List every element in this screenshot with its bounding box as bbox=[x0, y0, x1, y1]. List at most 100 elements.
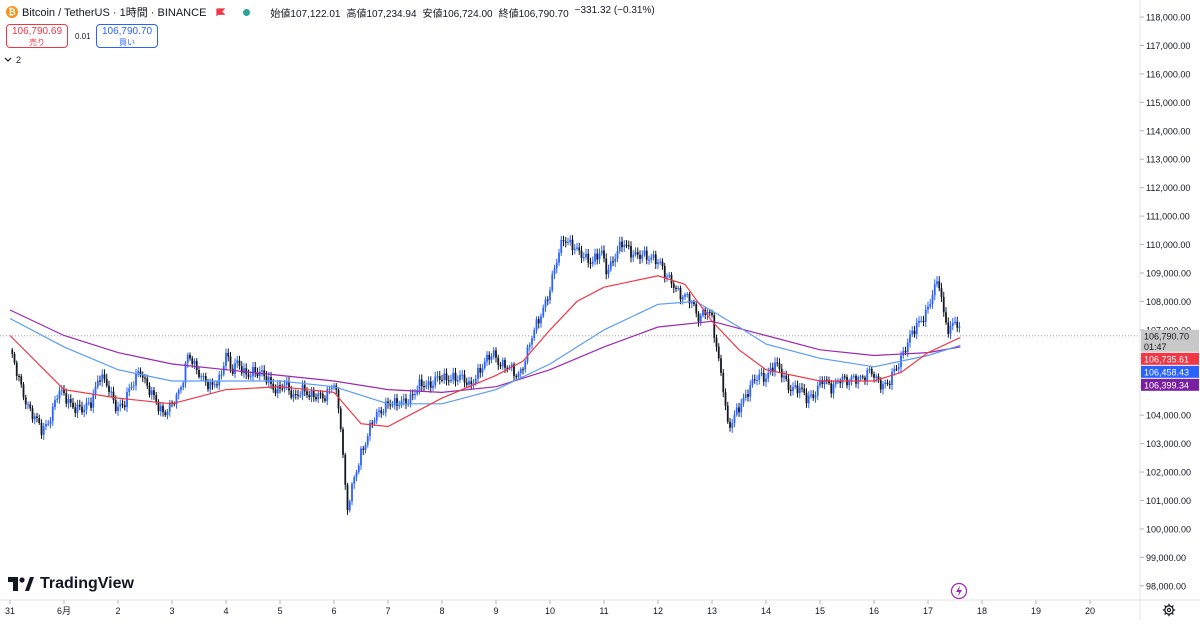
candle-body bbox=[927, 306, 929, 310]
candle-body bbox=[276, 385, 279, 394]
candle-body bbox=[587, 253, 590, 263]
candle-body bbox=[391, 405, 394, 407]
candle-body bbox=[650, 257, 653, 260]
candle-body bbox=[346, 484, 349, 511]
candle-body bbox=[67, 399, 70, 404]
candle-body bbox=[731, 422, 734, 428]
candle-body bbox=[726, 405, 729, 422]
candle-body bbox=[740, 403, 743, 413]
candle-body bbox=[180, 387, 182, 391]
candle-body bbox=[378, 410, 380, 413]
candle-body bbox=[238, 360, 241, 367]
market-open-icon bbox=[243, 8, 251, 16]
candle-body bbox=[402, 398, 405, 401]
candle-body bbox=[906, 342, 909, 353]
candle-body bbox=[933, 284, 936, 296]
ma-fast-line bbox=[9, 275, 961, 428]
candle-body bbox=[398, 405, 401, 407]
candle-body bbox=[648, 259, 650, 261]
candle-body bbox=[236, 360, 239, 364]
candle-body bbox=[227, 352, 230, 357]
candle-body bbox=[940, 288, 943, 297]
y-tick-label: 104,000.00 bbox=[1146, 411, 1191, 421]
candle-body bbox=[148, 385, 151, 395]
candle-body bbox=[567, 241, 569, 243]
candle-body bbox=[810, 394, 812, 396]
candle-body bbox=[474, 378, 477, 384]
candle-body bbox=[324, 398, 326, 401]
candle-body bbox=[879, 380, 882, 390]
indicators-toggle[interactable]: 2 bbox=[4, 55, 21, 65]
candle-body bbox=[159, 406, 162, 412]
candle-body bbox=[189, 354, 191, 359]
candle-body bbox=[560, 239, 563, 253]
candle-body bbox=[870, 368, 873, 375]
candle-body bbox=[510, 364, 513, 368]
y-tick-label: 108,000.00 bbox=[1146, 297, 1191, 307]
symbol-title[interactable]: Bitcoin / TetherUS · 1時間 · BINANCE bbox=[22, 7, 207, 19]
candle-body bbox=[135, 373, 137, 386]
buy-button[interactable]: 106,790.70 買い bbox=[96, 24, 158, 48]
candle-body bbox=[411, 394, 414, 396]
candle-body bbox=[33, 416, 36, 420]
candle-body bbox=[249, 376, 252, 378]
candle-body bbox=[351, 483, 353, 502]
candle-body bbox=[85, 402, 88, 410]
candle-body bbox=[828, 380, 830, 384]
x-tick-label: 7 bbox=[385, 606, 390, 616]
candle-body bbox=[519, 369, 522, 374]
candle-body bbox=[193, 360, 196, 365]
candle-body bbox=[132, 385, 135, 387]
x-tick-label: 18 bbox=[977, 606, 987, 616]
candle-body bbox=[699, 315, 702, 322]
candle-body bbox=[882, 384, 884, 390]
candle-body bbox=[630, 246, 632, 258]
candle-body bbox=[663, 266, 666, 278]
x-tick-label: 17 bbox=[923, 606, 933, 616]
candle-body bbox=[112, 391, 115, 401]
candle-body bbox=[353, 477, 356, 484]
gear-icon[interactable] bbox=[1162, 603, 1176, 617]
candle-body bbox=[166, 411, 169, 416]
candle-body bbox=[841, 376, 844, 384]
lightning-icon[interactable] bbox=[950, 582, 968, 600]
candle-body bbox=[301, 384, 304, 396]
candle-body bbox=[267, 377, 270, 383]
candle-body bbox=[864, 377, 866, 381]
tradingview-logo[interactable]: TradingView bbox=[8, 575, 134, 593]
sell-button[interactable]: 106,790.69 売り bbox=[6, 24, 68, 48]
low-label: 安値 bbox=[422, 8, 443, 20]
candle-body bbox=[200, 376, 203, 378]
candle-body bbox=[355, 472, 358, 478]
candle-body bbox=[711, 312, 713, 316]
y-tick-label: 118,000.00 bbox=[1146, 13, 1190, 23]
candle-body bbox=[729, 421, 731, 428]
candle-body bbox=[427, 381, 430, 386]
candle-body bbox=[454, 372, 457, 382]
ma-mid-value-tag: 106,458.43 bbox=[1144, 367, 1189, 377]
candle-body bbox=[812, 394, 815, 398]
candle-body bbox=[297, 394, 299, 396]
candle-body bbox=[375, 412, 378, 421]
candle-body bbox=[771, 367, 774, 372]
candle-body bbox=[96, 380, 99, 387]
candle-body bbox=[877, 376, 880, 381]
candle-body bbox=[155, 395, 158, 403]
candle-body bbox=[373, 420, 376, 424]
candle-body bbox=[555, 262, 558, 269]
candle-body bbox=[393, 398, 396, 406]
candle-body bbox=[470, 381, 473, 385]
candle-body bbox=[243, 368, 245, 374]
candle-body bbox=[954, 321, 956, 324]
candle-body bbox=[87, 402, 90, 404]
candle-body bbox=[285, 381, 288, 385]
candle-body bbox=[720, 358, 722, 373]
flag-icon[interactable] bbox=[216, 7, 226, 17]
candle-body bbox=[589, 262, 592, 264]
current-price-tag-bg bbox=[1141, 329, 1199, 352]
candle-body bbox=[893, 368, 896, 372]
candle-body bbox=[202, 375, 205, 377]
candle-body bbox=[573, 248, 576, 251]
